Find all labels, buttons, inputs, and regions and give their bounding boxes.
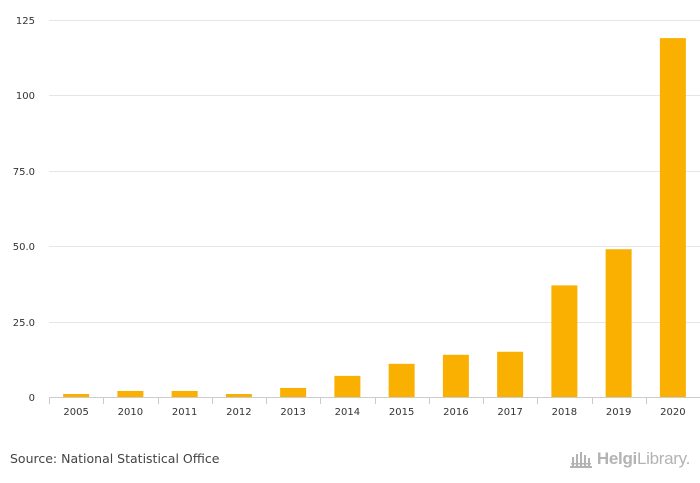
logo-regular-text: Library [636, 449, 686, 468]
helgi-library-logo[interactable]: HelgiLibrary. [569, 447, 690, 471]
bar-2013[interactable] [280, 387, 307, 397]
logo-bold-text: Helgi [596, 449, 637, 468]
x-tick-label: 2014 [335, 407, 360, 418]
x-tick-label: 2019 [606, 407, 631, 418]
x-axis [49, 397, 700, 404]
x-tick-label: 2018 [552, 407, 577, 418]
x-tick-label: 2013 [280, 407, 305, 418]
bar-2018[interactable] [551, 285, 578, 397]
bar-2010[interactable] [117, 390, 144, 397]
chart-footer: Source: National Statistical Office Helg… [0, 440, 700, 483]
source-note: Source: National Statistical Office [10, 451, 220, 466]
x-tick-label: 2010 [118, 407, 143, 418]
grid-lines [49, 20, 700, 323]
y-tick-label: 0 [29, 393, 35, 404]
bar-2017[interactable] [497, 351, 524, 397]
y-axis-labels: 0 25.0 50.0 75.0 100 125 [13, 16, 35, 404]
bar-2014[interactable] [334, 375, 361, 397]
chart-canvas: 0 25.0 50.0 75.0 100 125 2005 2010 2011 2012 2013… [13, 16, 700, 418]
y-tick-label: 100 [16, 91, 35, 102]
y-tick-label: 25.0 [13, 318, 35, 329]
y-tick-label: 75.0 [13, 167, 35, 178]
bar-2012[interactable] [225, 393, 252, 397]
x-tick-label: 2020 [660, 407, 685, 418]
bar-2016[interactable] [442, 354, 469, 397]
bar-2011[interactable] [171, 390, 198, 397]
y-tick-label: 50.0 [13, 242, 35, 253]
bar-2015[interactable] [388, 363, 415, 397]
logo-wordmark: HelgiLibrary. [596, 449, 690, 468]
bar-2005[interactable] [63, 393, 90, 397]
y-tick-label: 125 [16, 16, 35, 27]
bar-chart: 0 25.0 50.0 75.0 100 125 2005 2010 2011 2012 2013… [13, 16, 700, 418]
x-tick-label: 2012 [226, 407, 251, 418]
x-tick-label: 2005 [63, 407, 88, 418]
x-tick-label: 2017 [497, 407, 522, 418]
helgi-library-logo-icon [569, 452, 592, 468]
x-axis-labels: 2005 2010 2011 2012 2013 2014 2015 2016 2017 2018… [63, 407, 685, 418]
x-tick-label: 2011 [172, 407, 197, 418]
bars [63, 38, 686, 397]
x-tick-label: 2015 [389, 407, 414, 418]
bar-2020[interactable] [659, 38, 686, 397]
x-tick-label: 2016 [443, 407, 468, 418]
bar-2019[interactable] [605, 249, 632, 397]
